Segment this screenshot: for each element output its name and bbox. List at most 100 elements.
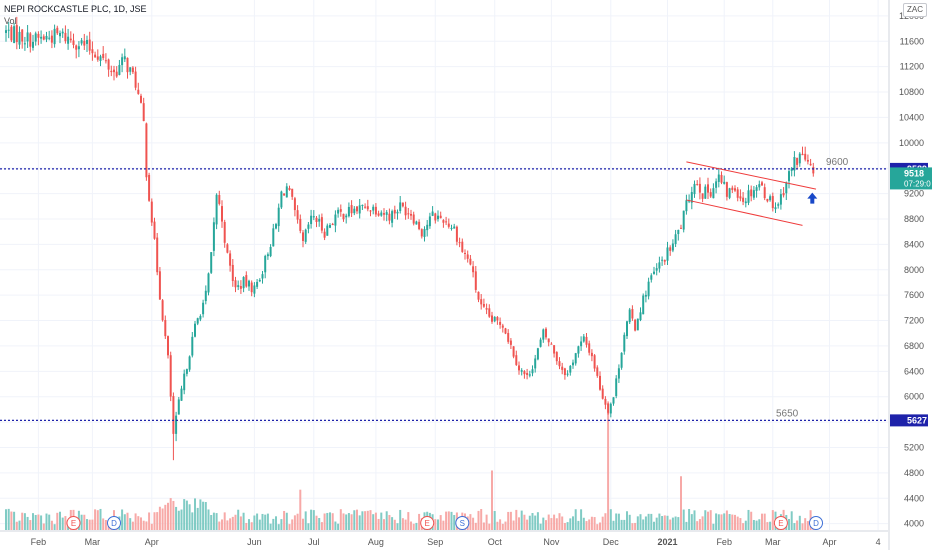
volume-bar xyxy=(647,513,650,530)
candle-body xyxy=(353,208,356,214)
candle-body xyxy=(680,227,682,229)
volume-bar xyxy=(158,506,161,530)
volume-bar xyxy=(229,518,232,530)
candle-body xyxy=(761,182,763,186)
volume-bar xyxy=(447,511,450,530)
candle-body xyxy=(634,319,637,331)
price-tick-label: 10000 xyxy=(899,138,924,148)
event-marker xyxy=(107,516,121,530)
volume-bar xyxy=(242,512,245,530)
candle-body xyxy=(145,123,148,178)
volume-bar xyxy=(350,514,353,530)
volume-bar xyxy=(755,520,758,530)
volume-bar xyxy=(64,516,67,530)
volume-bar xyxy=(218,521,221,530)
volume-bar xyxy=(677,517,680,530)
channel-line xyxy=(686,199,803,226)
volume-bar xyxy=(734,514,736,530)
volume-bar xyxy=(256,513,259,530)
level-label: 9600 xyxy=(826,157,849,168)
volume-bar xyxy=(523,514,526,530)
candle-body xyxy=(617,368,620,379)
candle-body xyxy=(223,222,226,243)
time-tick-label: 2021 xyxy=(657,537,677,547)
volume-bar xyxy=(137,516,140,530)
candle-body xyxy=(37,33,40,38)
time-tick-label: Feb xyxy=(31,537,47,547)
candle-body xyxy=(372,206,375,211)
candle-body xyxy=(628,309,631,323)
candle-body xyxy=(204,290,207,302)
candle-body xyxy=(785,182,788,194)
candle-body xyxy=(682,210,685,230)
candle-body xyxy=(234,280,237,288)
candle-body xyxy=(331,223,334,225)
volume-bar xyxy=(680,476,682,530)
volume-bar xyxy=(312,510,315,530)
candle-body xyxy=(113,69,115,73)
volume-bar xyxy=(307,523,310,530)
candle-body xyxy=(158,271,161,300)
candle-body xyxy=(404,206,407,216)
volume-bar xyxy=(520,510,523,530)
candle-body xyxy=(512,346,515,357)
time-axis[interactable]: Feb Mar Apr Jun Jul Aug Sep Oct Nov Dec 2021 Feb Mar… xyxy=(0,530,888,547)
volume-bar xyxy=(372,514,375,530)
candle-body xyxy=(663,260,666,262)
candle-body xyxy=(515,355,518,365)
candle-body xyxy=(769,196,772,201)
volume-bar xyxy=(728,514,731,530)
currency-badge[interactable]: ZAC xyxy=(903,3,927,17)
candle-body xyxy=(534,358,537,369)
candle-body xyxy=(442,220,445,223)
candle-body xyxy=(620,352,623,368)
level-badge-value: 5627 xyxy=(907,415,927,425)
candle-body xyxy=(377,213,380,216)
candle-body xyxy=(210,252,213,273)
volume-bar xyxy=(666,515,669,530)
candle-body xyxy=(755,187,758,191)
candle-body xyxy=(590,352,593,357)
candle-body xyxy=(13,26,16,43)
candle-body xyxy=(312,216,315,218)
event-marker-label: D xyxy=(111,519,117,528)
time-tick-label: Apr xyxy=(145,537,159,547)
candle-body xyxy=(499,321,502,325)
candle-body xyxy=(809,163,812,166)
candle-body xyxy=(601,388,604,399)
candle-body xyxy=(407,213,410,215)
candle-body xyxy=(302,232,304,241)
candle-body xyxy=(717,174,720,182)
candle-body xyxy=(520,370,523,372)
price-tick-label: 6000 xyxy=(904,392,924,402)
price-axis[interactable]: 4000440048005200560060006400680072007600… xyxy=(888,0,932,550)
volume-bar xyxy=(531,513,534,530)
volume-bar xyxy=(604,513,607,530)
candle-body xyxy=(439,215,442,219)
price-tick-label: 11200 xyxy=(900,62,924,72)
volume-bar xyxy=(29,520,32,530)
candle-body xyxy=(563,368,566,376)
candle-body xyxy=(356,206,358,212)
candle-body xyxy=(698,183,701,193)
candle-body xyxy=(779,194,782,205)
volume-bar xyxy=(723,513,726,530)
candle-body xyxy=(339,209,342,212)
candle-body xyxy=(272,228,275,247)
volume-bars xyxy=(5,412,815,530)
candle-body xyxy=(636,318,639,331)
candle-body xyxy=(574,353,577,364)
candle-body xyxy=(231,264,234,281)
candle-body xyxy=(712,188,715,199)
event-marker xyxy=(66,516,81,530)
volume-bar xyxy=(45,513,48,530)
volume-bar xyxy=(715,513,718,530)
candle-body xyxy=(342,213,345,220)
candle-body xyxy=(86,40,88,44)
candle-body xyxy=(704,186,707,199)
candle-body xyxy=(50,35,53,43)
candle-body xyxy=(572,362,574,366)
candle-body xyxy=(7,29,10,31)
candle-body xyxy=(67,36,70,44)
